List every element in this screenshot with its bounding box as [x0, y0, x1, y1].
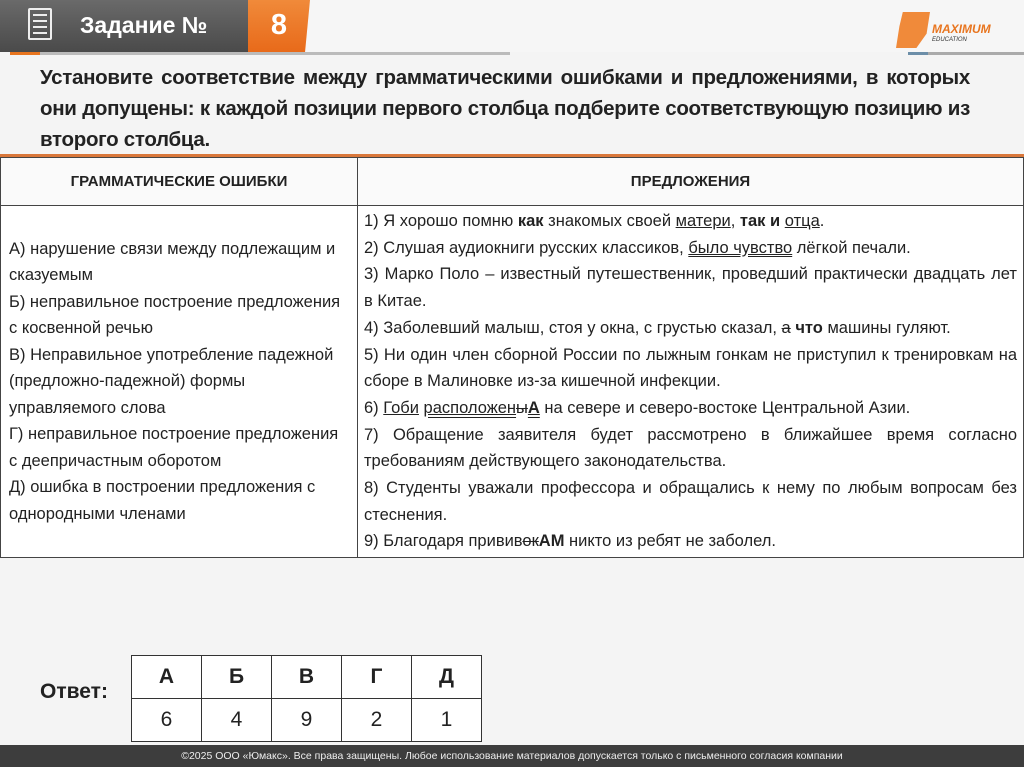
sentence-fragment: отца: [784, 212, 820, 230]
header-stripe: [928, 52, 1024, 55]
sentence-fragment: матери: [675, 212, 731, 230]
sentence-fragment: ок: [522, 532, 539, 551]
sentence-fragment: 8) Студенты уважали профессора и обращал…: [364, 479, 1017, 524]
error-item: В) Неправильное употребление падежной (п…: [9, 345, 334, 417]
sentence-fragment: лёгкой печали.: [792, 238, 911, 257]
sentence-fragment: 5) Ни один член сборной России по лыжным…: [364, 345, 1017, 391]
sentence-fragment: 4) Заболевший малыш, стоя у окна, с грус…: [364, 318, 782, 337]
sentence-item: 6) Гоби расположеныА на севере и северо-…: [364, 395, 1017, 422]
maximum-logo: MAXIMUM EDUCATION: [896, 12, 1022, 52]
copyright-footer: ©2025 ООО «Юмакс». Все права защищены. Л…: [0, 745, 1024, 767]
error-item: Б) неправильное построение предложения с…: [9, 292, 341, 338]
sentence-item: 1) Я хорошо помню как знакомых своей мат…: [364, 208, 1017, 235]
column-header-errors: ГРАММАТИЧЕСКИЕ ОШИБКИ: [0, 157, 358, 206]
task-label: Задание №: [80, 12, 208, 38]
sentence-fragment: Гоби: [383, 398, 419, 417]
error-item: Г) неправильное построение предложения с…: [9, 425, 339, 470]
sentence-fragment: 1) Я хорошо помню: [364, 212, 518, 230]
sentence-fragment: знакомых своей: [543, 212, 676, 230]
task-text: Установите соответствие между грамматиче…: [40, 66, 970, 151]
answer-letter-cell: Д: [411, 655, 482, 699]
sentence-fragment: машины гуляют.: [822, 318, 951, 337]
answer-value-cell[interactable]: 4: [201, 698, 272, 742]
answer-letter-cell: В: [271, 655, 342, 699]
sentence-fragment: ,: [730, 212, 740, 230]
sentence-item: 4) Заболевший малыш, стоя у окна, с грус…: [364, 315, 1017, 342]
answer-value-cell[interactable]: 9: [271, 698, 342, 742]
logo-text: MAXIMUM: [932, 22, 991, 36]
answer-value-cell[interactable]: 2: [341, 698, 412, 742]
sentence-fragment: 2) Слушая аудиокниги русских классиков,: [364, 238, 689, 257]
sentence-fragment: АМ: [538, 532, 565, 551]
sentence-fragment: 6): [364, 398, 384, 417]
errors-cell: А) нарушение связи между подлежащим и ск…: [0, 204, 358, 559]
sentence-fragment: 3) Марко Поло – известный путешественник…: [364, 265, 1017, 311]
sentence-item: 2) Слушая аудиокниги русских классиков, …: [364, 235, 1017, 262]
sentence-fragment: 9) Благодаря привив: [364, 532, 523, 551]
document-icon: [28, 8, 52, 40]
sentence-fragment: А: [527, 398, 540, 417]
header-number-block: [248, 0, 310, 52]
header-bar: Задание № 8 MAXIMUM EDUCATION: [0, 0, 1024, 52]
divider: [0, 154, 1024, 157]
sentence-fragment: было чувство: [688, 238, 793, 257]
header-stripe: [10, 52, 40, 55]
column-header-sentences: ПРЕДЛОЖЕНИЯ: [357, 157, 1024, 206]
sentence-fragment: никто из ребят не заболел.: [564, 532, 776, 551]
task-number: 8: [270, 9, 288, 41]
sentence-fragment: на севере и северо-востоке Центральной А…: [539, 398, 911, 417]
header-stripe: [40, 52, 510, 55]
sentence-fragment: как: [517, 212, 544, 230]
error-item: А) нарушение связи между подлежащим и ск…: [9, 239, 336, 285]
error-item: Д) ошибка в построении предложения с одн…: [9, 478, 316, 523]
sentence-fragment: что: [795, 318, 823, 337]
answer-letter-cell: Г: [341, 655, 412, 699]
sentence-fragment: а: [781, 318, 791, 337]
sentence-fragment: так и: [739, 212, 781, 230]
sentence-item: 8) Студенты уважали профессора и обращал…: [364, 475, 1017, 528]
sentences-cell: 1) Я хорошо помню как знакомых своей мат…: [357, 204, 1024, 559]
logo-subtext: EDUCATION: [932, 37, 967, 43]
logo-mark-icon: [896, 12, 930, 48]
answer-value-cell[interactable]: 1: [411, 698, 482, 742]
sentence-item: 3) Марко Поло – известный путешественник…: [364, 261, 1017, 314]
header-stripe: [908, 52, 928, 55]
sentence-fragment: 7) Обращение заявителя будет рассмотрено…: [364, 425, 1017, 471]
matching-table: ГРАММАТИЧЕСКИЕ ОШИБКИ ПРЕДЛОЖЕНИЯ А) нар…: [0, 157, 1024, 559]
answer-letter-cell: А: [131, 655, 202, 699]
sentence-fragment: ы: [516, 398, 528, 417]
answer-value-cell[interactable]: 6: [131, 698, 202, 742]
answer-label: Ответ:: [40, 680, 108, 703]
answer-letter-cell: Б: [201, 655, 272, 699]
sentence-fragment: расположен: [423, 398, 517, 417]
sentence-item: 9) Благодаря прививокАМ никто из ребят н…: [364, 528, 1017, 555]
sentence-item: 5) Ни один член сборной России по лыжным…: [364, 342, 1017, 395]
sentence-fragment: .: [819, 212, 825, 230]
sentence-item: 7) Обращение заявителя будет рассмотрено…: [364, 422, 1017, 475]
